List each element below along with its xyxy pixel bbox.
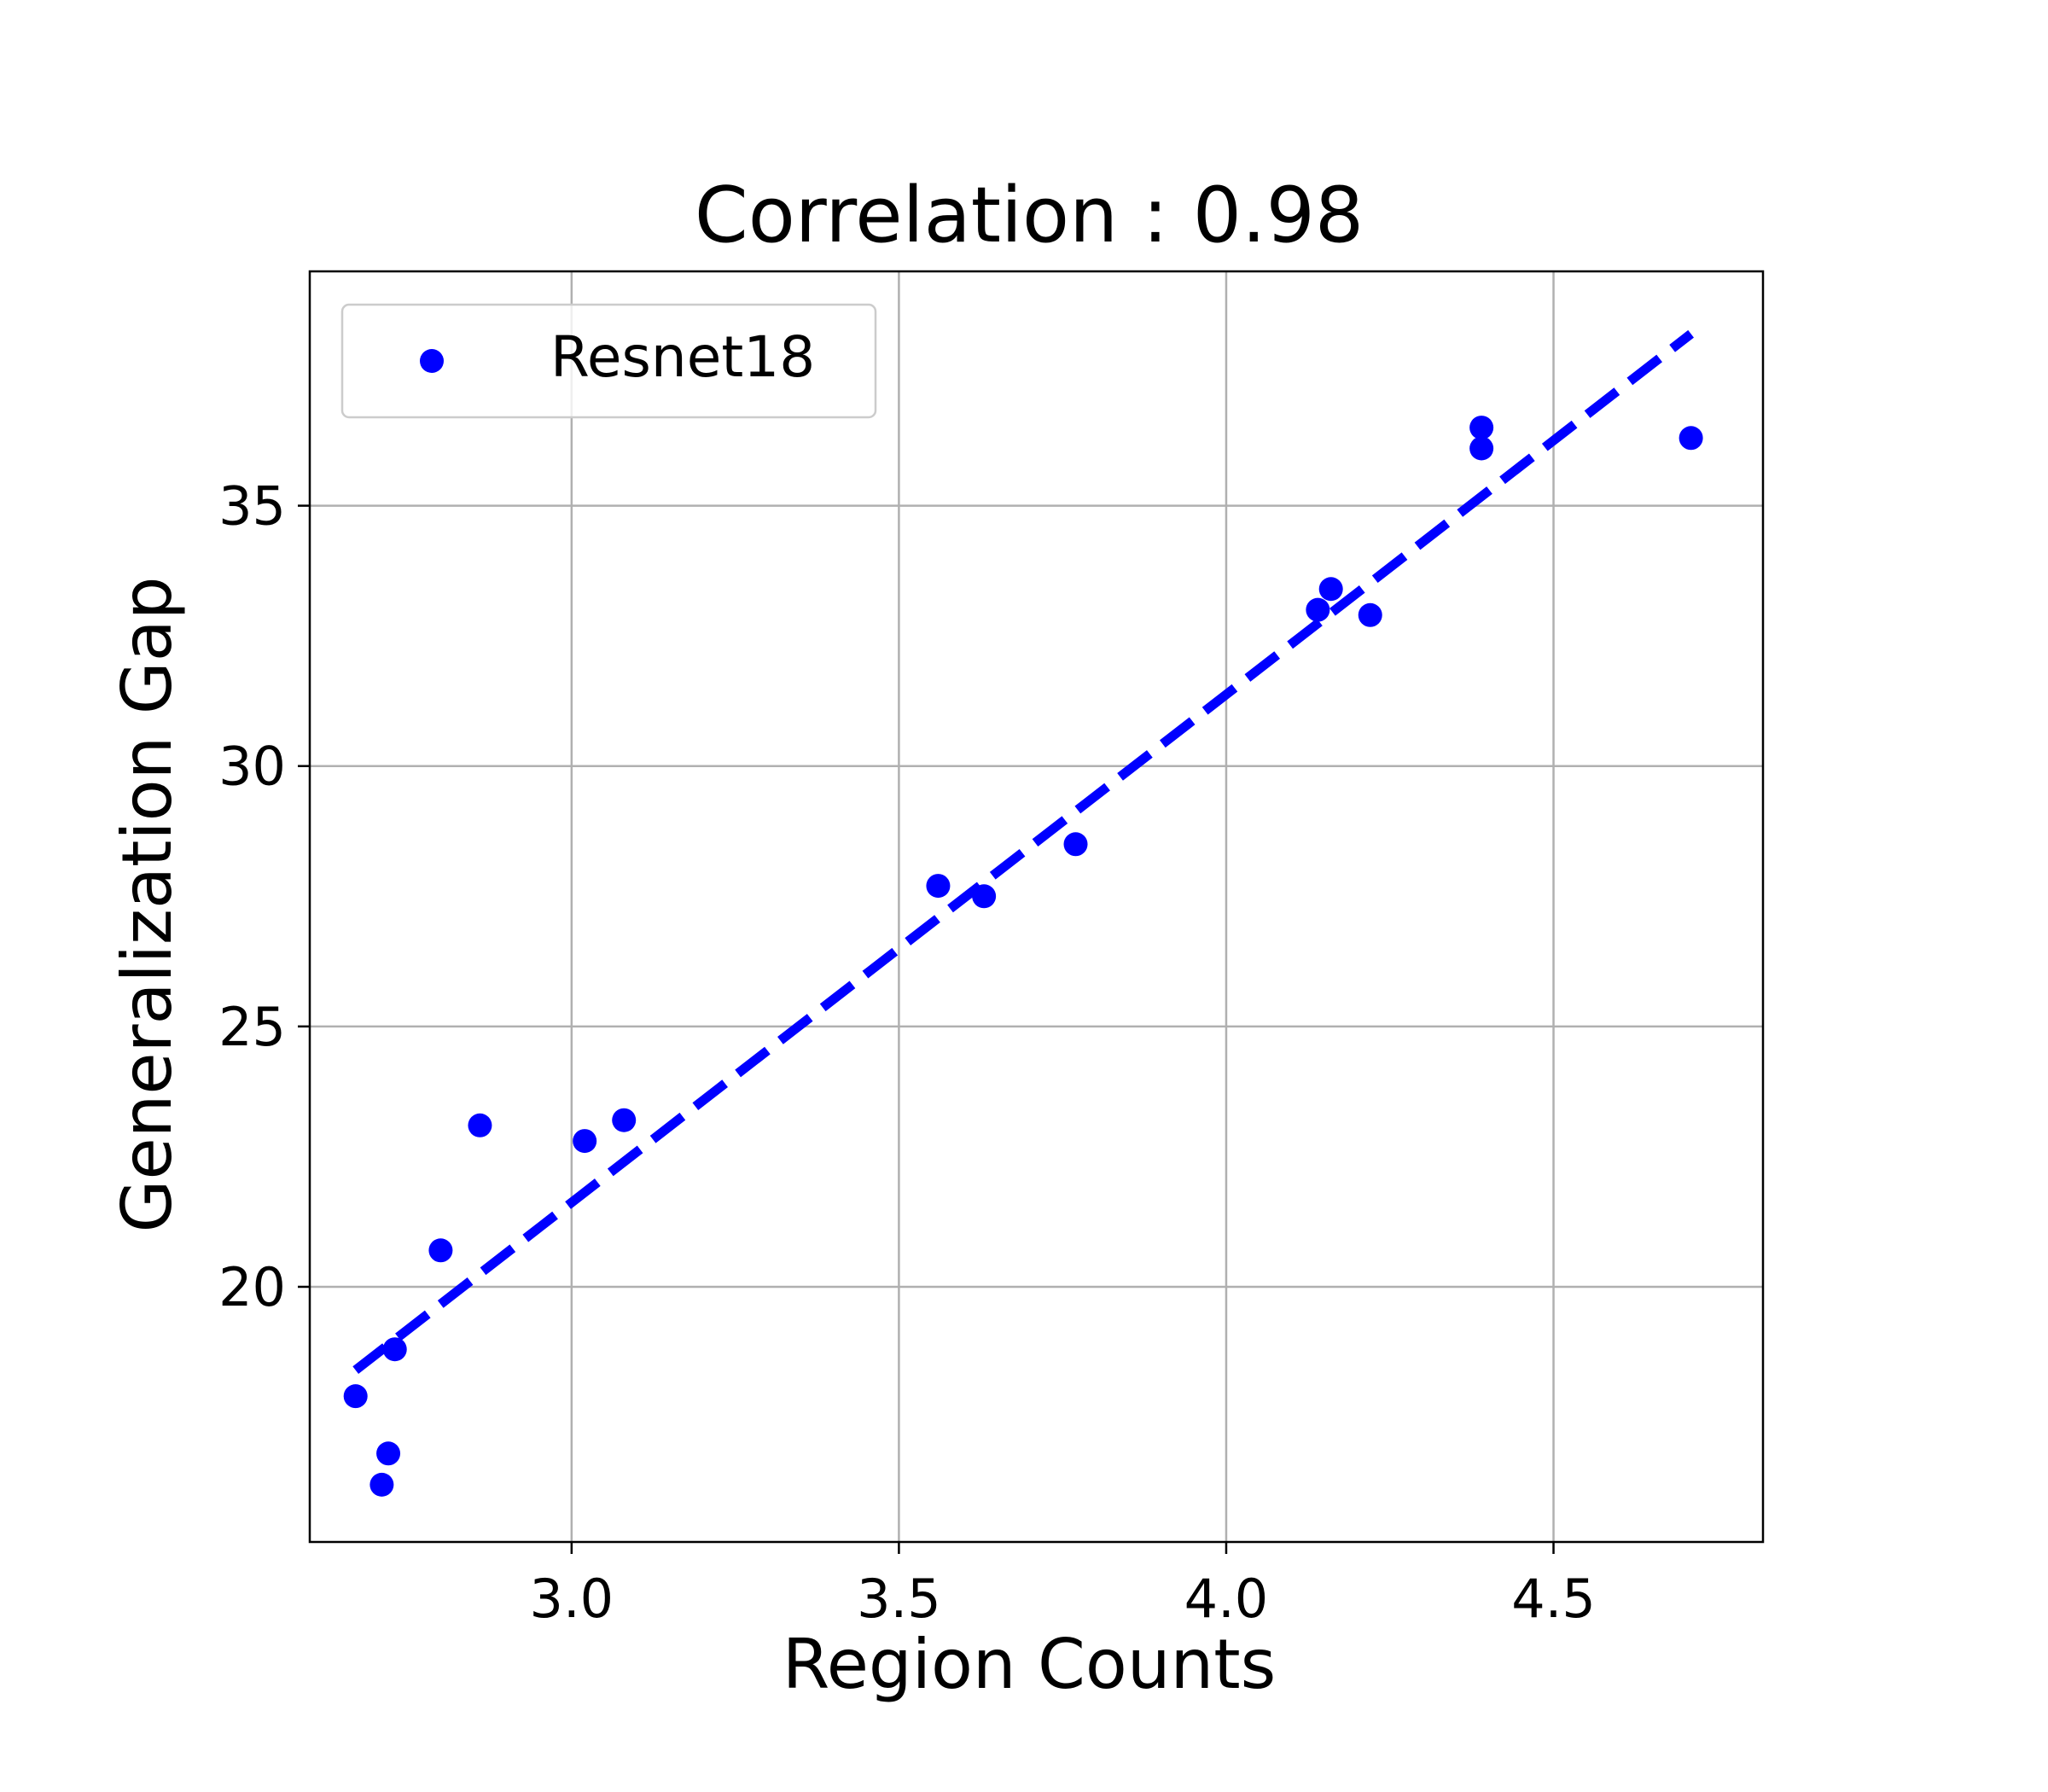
x-tick-label: 3.0 <box>530 1568 614 1630</box>
scatter-point <box>1469 416 1494 440</box>
x-axis-title: Region Counts <box>783 1625 1277 1704</box>
y-axis-title: Generalization Gap <box>108 577 187 1233</box>
legend-label: Resnet18 <box>550 324 815 390</box>
scatter-point <box>369 1472 394 1497</box>
scatter-point <box>972 884 997 909</box>
scatter-point <box>926 874 951 899</box>
scatter-point <box>376 1441 401 1466</box>
scatter-point <box>428 1238 453 1263</box>
x-tick-label: 4.5 <box>1511 1568 1596 1630</box>
x-tick-label: 4.0 <box>1184 1568 1269 1630</box>
scatter-point <box>1358 602 1382 627</box>
scatter-point <box>1063 832 1088 857</box>
fit-line <box>352 329 1694 1374</box>
scatter-point <box>573 1129 597 1154</box>
scatter-points <box>343 416 1703 1497</box>
scatter-point <box>1306 597 1330 622</box>
scatter-point <box>382 1337 407 1362</box>
scatter-point <box>468 1113 492 1137</box>
scatter-point <box>1469 436 1494 461</box>
legend: Resnet18 <box>340 303 877 419</box>
y-axis-ticks: 20 25 30 35 <box>218 475 310 1318</box>
y-tick-label: 35 <box>218 475 286 538</box>
scatter-point <box>1679 426 1703 451</box>
grid <box>310 271 1763 1542</box>
scatter-point <box>612 1108 637 1132</box>
x-tick-label: 3.5 <box>857 1568 941 1630</box>
legend-box <box>340 303 877 419</box>
x-axis-ticks: 3.0 3.5 4.0 4.5 <box>530 1542 1596 1630</box>
y-tick-label: 25 <box>218 996 286 1058</box>
y-tick-label: 30 <box>218 736 286 798</box>
legend-marker <box>420 349 444 373</box>
y-tick-label: 20 <box>218 1256 286 1318</box>
fit-line-layer <box>352 329 1694 1374</box>
scatter-point <box>1318 577 1343 602</box>
scatter-point <box>343 1384 368 1409</box>
plot-frame <box>308 270 1765 1544</box>
chart-title: Correlation : 0.98 <box>695 171 1364 260</box>
